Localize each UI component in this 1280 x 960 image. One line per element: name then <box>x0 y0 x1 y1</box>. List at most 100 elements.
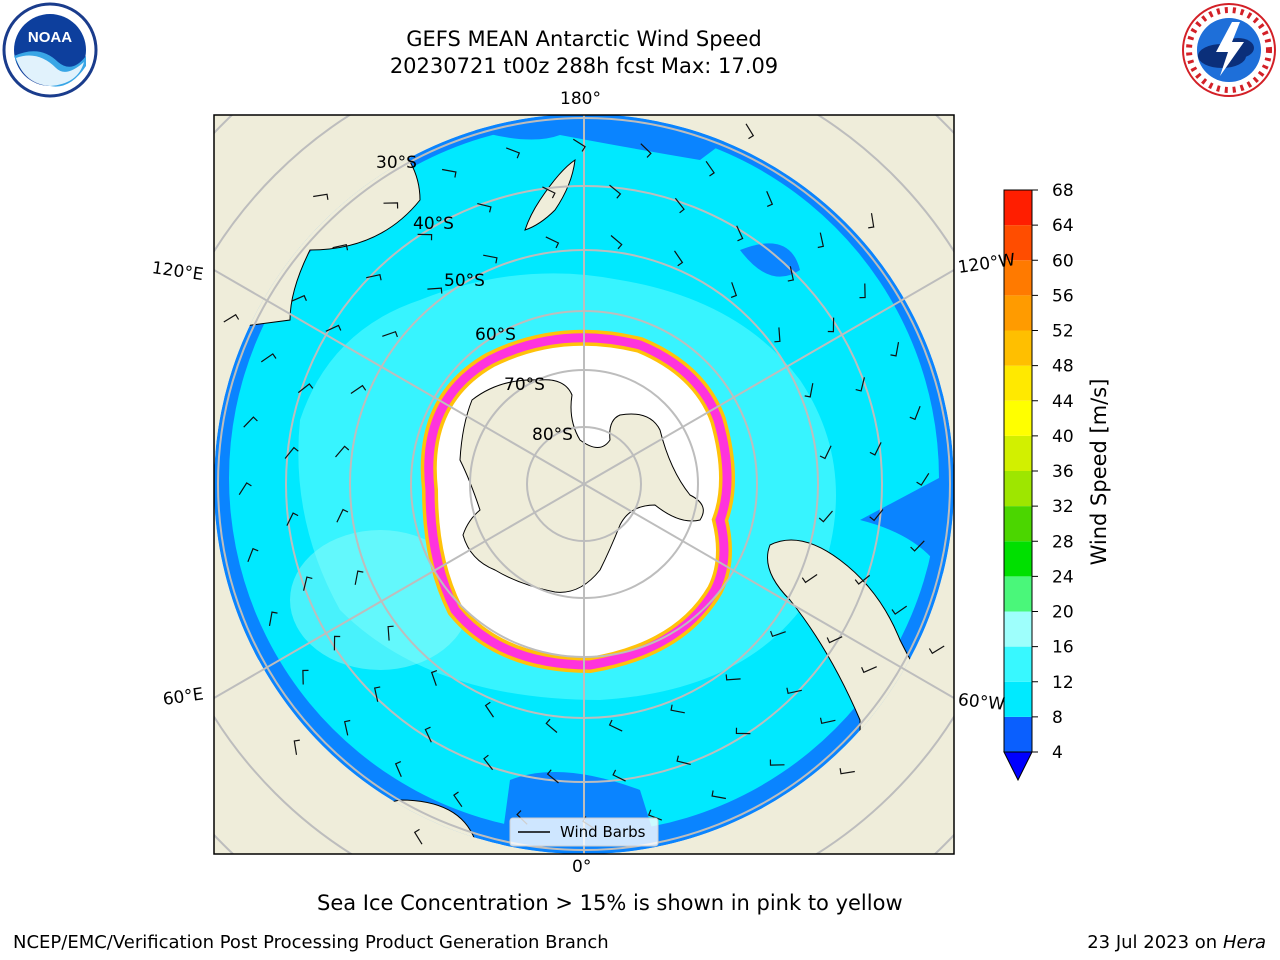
wind-barb <box>766 191 774 207</box>
wind-barb <box>770 630 786 638</box>
latitude-label-30s: 30°S <box>376 153 417 173</box>
colorbar-segment <box>1004 611 1032 647</box>
wind-barb <box>854 574 871 585</box>
wind-barb <box>608 719 623 732</box>
wind-barb <box>453 791 463 808</box>
wind-barb <box>769 759 785 766</box>
wind-barb <box>424 726 432 743</box>
colorbar-tick-label: 60 <box>1052 251 1074 271</box>
wind-barb <box>612 769 626 782</box>
wind-barbs-legend: Wind Barbs <box>509 817 659 847</box>
wind-barb <box>427 287 443 294</box>
latitude-label-60s: 60°S <box>475 325 516 345</box>
colorbar-segment <box>1004 260 1032 296</box>
wind-barb <box>890 341 900 357</box>
colorbar-segment <box>1004 716 1032 752</box>
colorbar-tick-label: 68 <box>1052 181 1074 201</box>
colorbar-label: Wind Speed [m/s] <box>1087 379 1111 566</box>
wind-barb <box>545 236 560 249</box>
wind-barb <box>801 574 818 584</box>
colorbar-tick-label: 16 <box>1052 638 1074 658</box>
colorbar-tick-label: 56 <box>1052 286 1074 306</box>
latitude-label-40s: 40°S <box>413 214 454 234</box>
wind-barb <box>297 383 314 394</box>
wind-barb <box>354 570 364 585</box>
longitude-label-180: 180° <box>560 89 601 109</box>
wind-barb <box>243 416 258 428</box>
wind-barb <box>413 828 423 845</box>
wind-barb <box>542 186 556 199</box>
wind-barb <box>572 138 586 152</box>
wind-barb <box>394 761 402 777</box>
colorbar-segment <box>1004 365 1032 401</box>
wind-barb <box>839 768 855 775</box>
colorbar-tick-label: 44 <box>1052 392 1074 412</box>
wind-barb <box>268 611 278 627</box>
wind-barb <box>869 509 884 522</box>
wind-barb <box>736 225 744 242</box>
wind-barb <box>441 168 457 178</box>
colorbar-segment <box>1004 190 1032 226</box>
latitude-label-80s: 80°S <box>532 425 573 445</box>
wind-barb <box>827 317 835 333</box>
wind-barb <box>859 283 866 299</box>
noaa-logo-text: NOAA <box>28 29 72 46</box>
wind-barb <box>546 769 559 784</box>
wind-barb <box>868 213 875 229</box>
wind-barb <box>247 547 259 563</box>
colorbar-segment <box>1004 506 1032 542</box>
wind-barb <box>674 250 684 267</box>
colorbar-tick-label: 52 <box>1052 322 1074 342</box>
wind-barb <box>382 330 398 338</box>
wind-barb <box>238 482 252 496</box>
wind-barbs <box>223 123 945 845</box>
footer-host: Hera <box>1222 932 1266 953</box>
wind-barb <box>373 686 381 702</box>
colorbar-tick-label: 12 <box>1052 673 1074 693</box>
wind-barb <box>366 273 382 281</box>
wind-barb <box>916 472 930 486</box>
wind-barb <box>313 193 329 200</box>
wind-barb <box>286 512 299 526</box>
wind-barb <box>417 233 433 241</box>
wind-barb <box>670 704 685 714</box>
wind-barb <box>343 719 351 736</box>
wind-barb <box>387 625 394 641</box>
colorbar-segment <box>1004 435 1032 471</box>
wind-barb <box>674 197 685 214</box>
wind-barb <box>293 739 300 755</box>
wind-barb <box>676 755 691 765</box>
wind-barb <box>430 670 438 686</box>
wind-barb <box>891 605 908 615</box>
wind-barb <box>484 701 494 718</box>
wind-barb <box>640 143 652 158</box>
colorbar-segment <box>1004 576 1032 612</box>
colorbar-tick-label: 4 <box>1052 743 1063 763</box>
wind-barb <box>817 232 825 249</box>
sea-ice-note: Sea Ice Concentration > 15% is shown in … <box>317 891 903 915</box>
colorbar-segment <box>1004 471 1032 507</box>
wind-barb <box>383 202 399 209</box>
colorbar-extend-arrow <box>1003 751 1033 782</box>
colorbar-segment <box>1004 295 1032 331</box>
wind-barb <box>819 717 836 725</box>
wind-barb <box>335 445 350 458</box>
wind-barb <box>332 243 349 251</box>
wind-barb <box>869 442 882 456</box>
wind-barb <box>705 160 715 177</box>
latitude-label-70s: 70°S <box>504 375 545 395</box>
colorbar-tick-label: 28 <box>1052 532 1074 552</box>
wind-barb <box>610 235 623 250</box>
colorbar-segment <box>1004 681 1032 717</box>
wind-barb <box>325 324 342 332</box>
colorbar-tick-label: 20 <box>1052 603 1074 623</box>
wind-barb <box>609 184 622 199</box>
wind-barb <box>303 576 313 591</box>
wind-barb <box>826 636 843 644</box>
colorbar-segment <box>1004 646 1032 682</box>
footer-date-text: 23 Jul 2023 on <box>1087 932 1223 953</box>
wind-barb <box>350 384 367 394</box>
wind-barb <box>711 790 727 800</box>
wind-barb <box>786 687 802 695</box>
wind-barb <box>291 294 307 302</box>
